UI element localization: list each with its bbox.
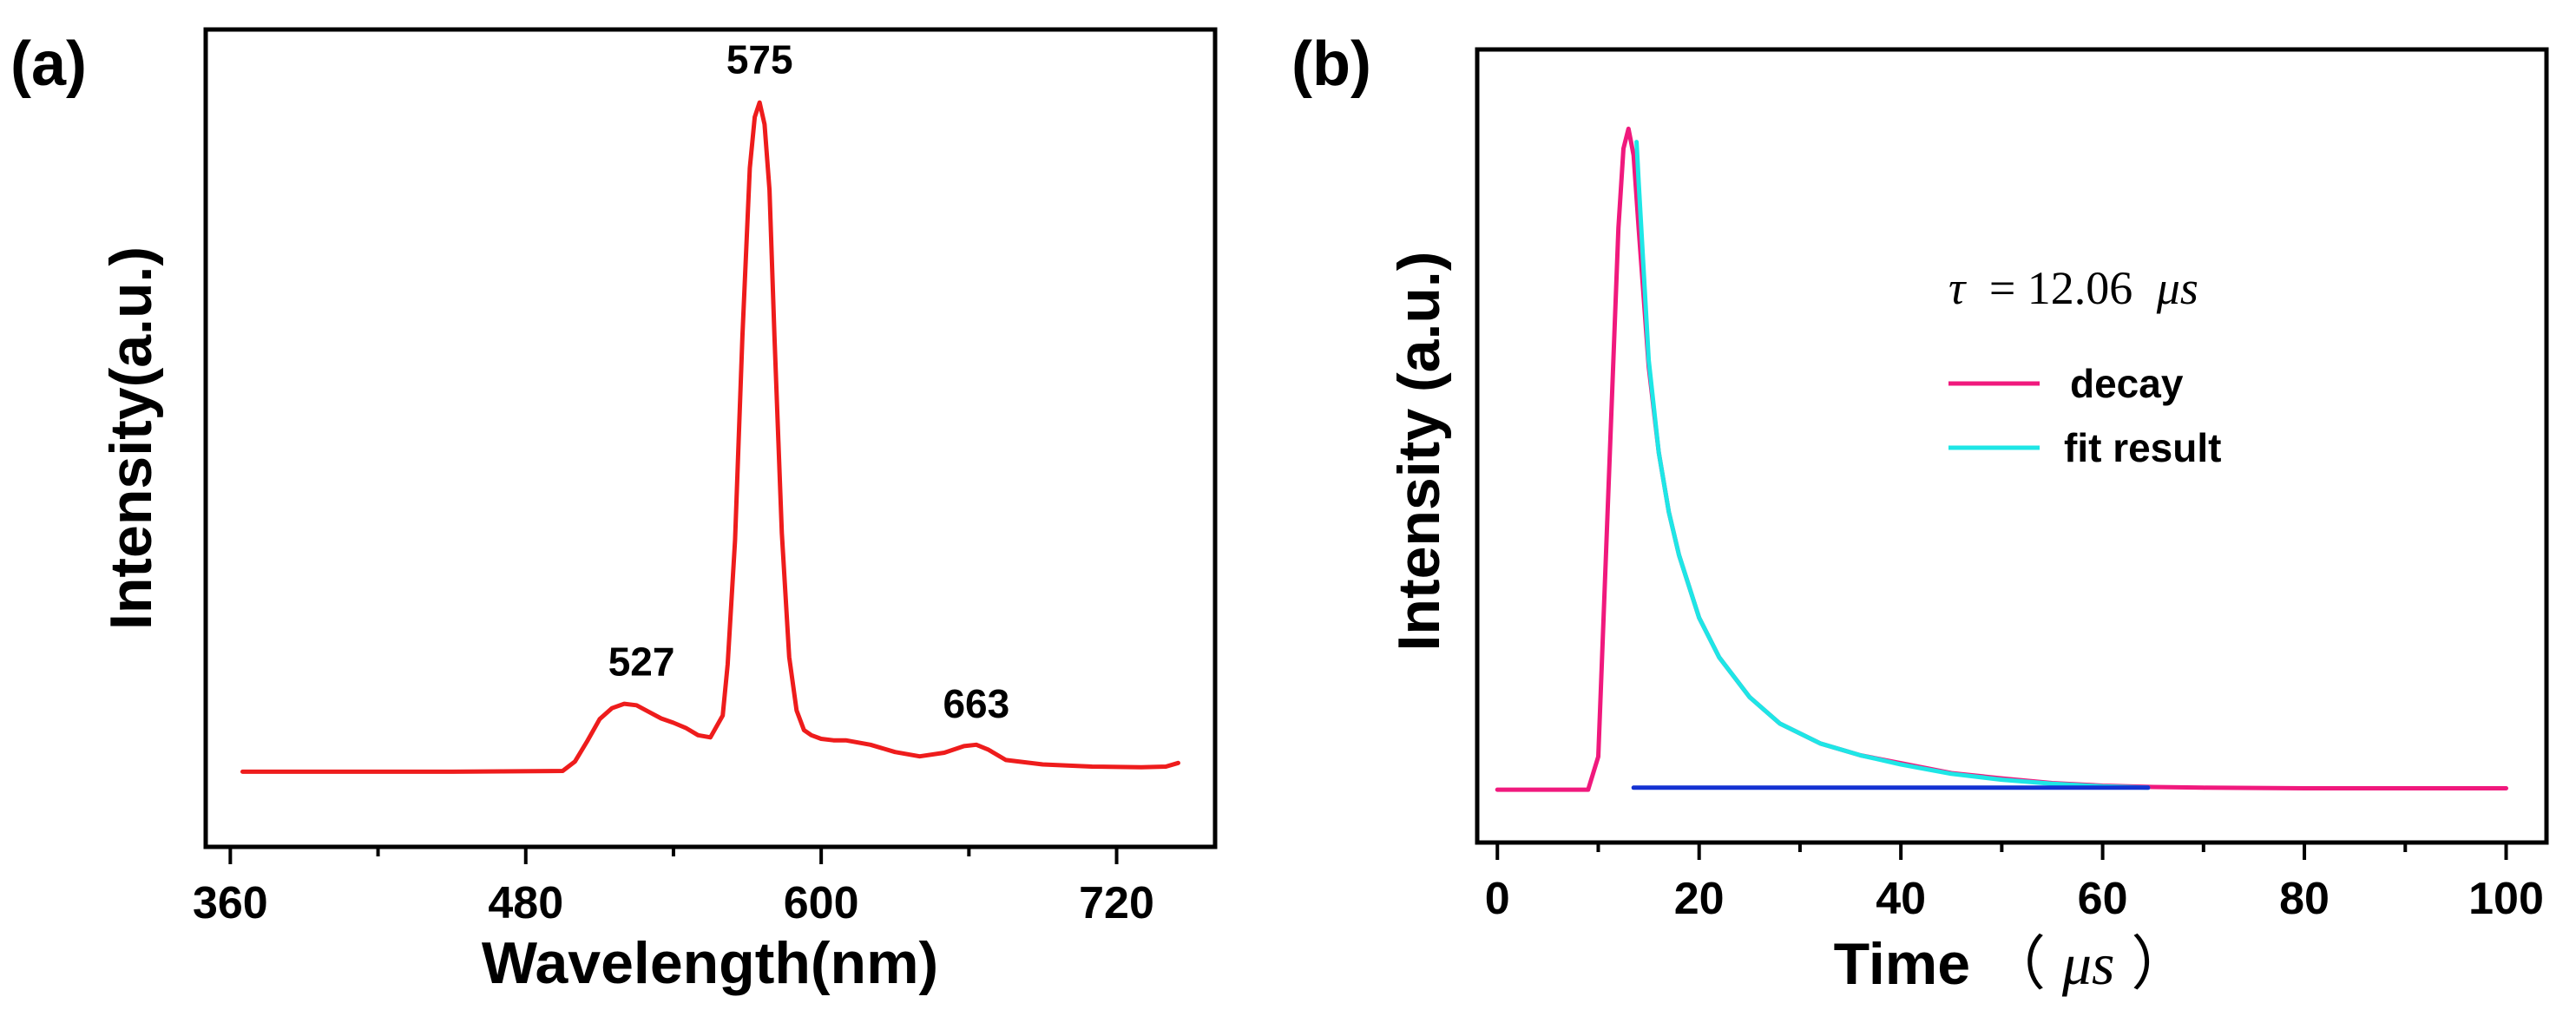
panel-b-label: (b): [1291, 30, 1371, 99]
x-tick-label: 80: [2279, 874, 2330, 924]
tau-annotation: τ = 12.06 μs: [1948, 262, 2198, 314]
x-tick-label: 40: [1876, 874, 1926, 924]
tau-symbol: τ: [1948, 262, 1967, 314]
panel-b-y-axis-title: Intensity (a.u.): [1386, 252, 1452, 652]
series-line-decay: [1495, 126, 2508, 792]
panel-b-legend: decay fit result: [1948, 361, 2221, 470]
x-tick-label: 360: [193, 878, 268, 928]
panel-a-frame: [203, 27, 1218, 849]
x-axis-title-close-paren: ）: [2131, 931, 2190, 997]
panel-b-x-ticks: 0 20 40 60 80 100: [1485, 843, 2544, 924]
tau-value: = 12.06: [1989, 262, 2132, 314]
x-tick-label: 0: [1485, 874, 1510, 924]
panel-a-y-axis-title: Intensity(a.u.): [98, 246, 164, 630]
x-tick-label: 480: [488, 878, 563, 928]
x-axis-title-unit: μs: [2061, 931, 2115, 997]
panel-b-x-axis-title: Time （ μs ）: [1834, 931, 2191, 997]
x-tick-label: 20: [1674, 874, 1725, 924]
panel-a-label: (a): [10, 30, 87, 99]
panel-a-x-axis-title: Wavelength(nm): [482, 930, 938, 996]
peak-label: 527: [608, 639, 675, 684]
peak-label: 663: [943, 681, 1009, 726]
legend-label-decay: decay: [2070, 361, 2184, 406]
peak-label: 575: [726, 36, 793, 82]
panel-a-x-ticks: 360 480 600 720: [193, 847, 1154, 928]
x-axis-title-open-paren: （: [1987, 931, 2046, 997]
legend-label-fit: fit result: [2064, 425, 2221, 470]
tau-unit: μs: [2156, 262, 2198, 314]
panel-a-series: [240, 100, 1180, 774]
panel-a-annotations: 527 575 663: [608, 36, 1010, 726]
panel-b-series: [1495, 126, 2508, 792]
x-tick-label: 600: [784, 878, 859, 928]
panel-b: (b) 0 20 40 60 80 100 τ = 12.06 μs decay fit …: [1291, 30, 2549, 997]
panel-a: (a) 360 480 600 720 527 575 663 Wavelength(nm…: [10, 27, 1218, 996]
series-line-emission: [240, 100, 1180, 774]
x-tick-label: 100: [2468, 874, 2544, 924]
series-line-fit-result: [1634, 140, 2151, 790]
x-axis-title-text: Time: [1834, 931, 1970, 997]
panel-b-frame: [1475, 47, 2549, 845]
x-tick-label: 720: [1079, 878, 1154, 928]
x-tick-label: 60: [2078, 874, 2128, 924]
